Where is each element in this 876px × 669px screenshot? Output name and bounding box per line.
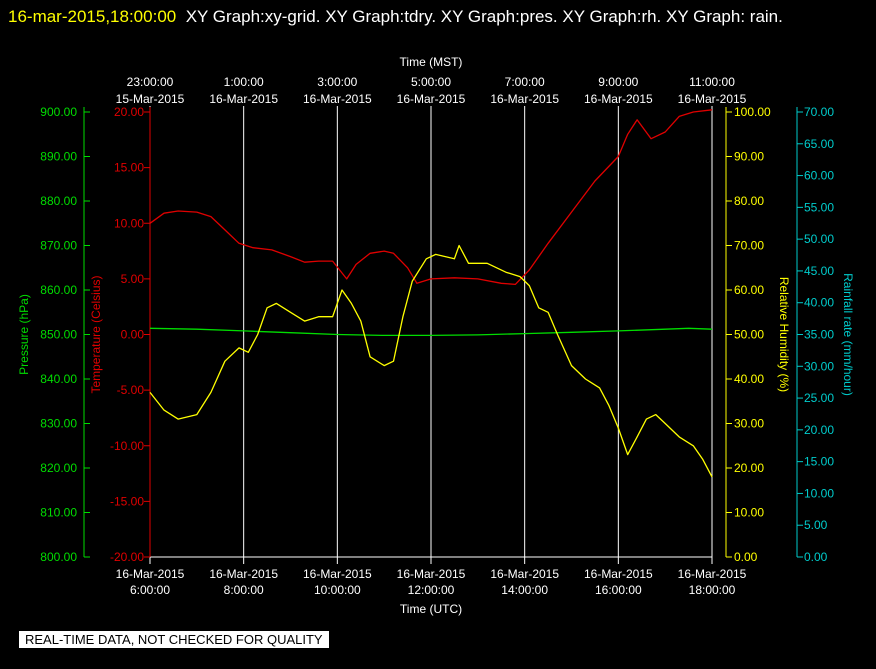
humidity-tick-label: 70.00 [734, 239, 764, 253]
temperature-tick-label: 10.00 [114, 216, 144, 230]
temperature-tick-label: 20.00 [114, 105, 144, 119]
x-bottom-tick-time: 10:00:00 [314, 583, 361, 597]
temperature-tick-label: 15.00 [114, 161, 144, 175]
pressure-tick-label: 800.00 [40, 550, 77, 564]
x-top-tick-date: 16-Mar-2015 [490, 92, 559, 106]
x-top-tick-date: 16-Mar-2015 [397, 92, 466, 106]
x-bottom-tick-time: 8:00:00 [224, 583, 264, 597]
x-top-tick-time: 7:00:00 [505, 75, 545, 89]
rain-tick-label: 60.00 [804, 169, 834, 183]
pressure-tick-label: 850.00 [40, 328, 77, 342]
rain-tick-label: 0.00 [804, 550, 828, 564]
pressure-tick-label: 870.00 [40, 239, 77, 253]
x-bottom-tick-date: 16-Mar-2015 [678, 567, 747, 581]
rain-tick-label: 20.00 [804, 423, 834, 437]
x-top-tick-date: 16-Mar-2015 [678, 92, 747, 106]
humidity-tick-label: 100.00 [734, 105, 771, 119]
rain-tick-label: 50.00 [804, 232, 834, 246]
temperature-tick-label: -20.00 [110, 550, 144, 564]
pressure-tick-label: 820.00 [40, 461, 77, 475]
x-bottom-tick-date: 16-Mar-2015 [116, 567, 185, 581]
pressure-axis-label: Pressure (hPa) [17, 294, 31, 375]
x-top-tick-date: 16-Mar-2015 [584, 92, 653, 106]
x-top-tick-time: 5:00:00 [411, 75, 451, 89]
rain-tick-label: 25.00 [804, 391, 834, 405]
temperature-tick-label: -10.00 [110, 439, 144, 453]
pressure-tick-label: 840.00 [40, 372, 77, 386]
series-line-temperature [149, 109, 713, 286]
chart-header: 16-mar-2015,18:00:00 XY Graph:xy-grid. X… [8, 3, 868, 31]
x-top-tick-time: 3:00:00 [317, 75, 357, 89]
rain-tick-label: 65.00 [804, 137, 834, 151]
header-graph-list: XY Graph:xy-grid. XY Graph:tdry. XY Grap… [185, 7, 783, 26]
x-bottom-tick-time: 12:00:00 [408, 583, 455, 597]
x-top-tick-time: 23:00:00 [127, 75, 174, 89]
x-top-tick-date: 15-Mar-2015 [116, 92, 185, 106]
pressure-tick-label: 900.00 [40, 105, 77, 119]
temperature-tick-label: 5.00 [121, 272, 145, 286]
rain-tick-label: 35.00 [804, 328, 834, 342]
x-bottom-tick-date: 16-Mar-2015 [490, 567, 559, 581]
x-bottom-tick-date: 16-Mar-2015 [209, 567, 278, 581]
pressure-tick-label: 830.00 [40, 417, 77, 431]
pressure-tick-label: 890.00 [40, 150, 77, 164]
x-bottom-axis-label: Time (UTC) [400, 602, 462, 616]
x-bottom-tick-date: 16-Mar-2015 [397, 567, 466, 581]
series-line-pressure [149, 327, 713, 337]
header-timestamp: 16-mar-2015,18:00:00 [8, 7, 177, 26]
rain-tick-label: 15.00 [804, 455, 834, 469]
rain-tick-label: 30.00 [804, 359, 834, 373]
temperature-axis-label: Temperature (Celsius) [89, 275, 103, 393]
pressure-tick-label: 880.00 [40, 194, 77, 208]
x-bottom-tick-time: 6:00:00 [130, 583, 170, 597]
x-top-tick-date: 16-Mar-2015 [303, 92, 372, 106]
rain-axis-label: Rainfall rate (mm/hour) [841, 273, 855, 396]
rain-tick-label: 40.00 [804, 296, 834, 310]
quality-notice: REAL-TIME DATA, NOT CHECKED FOR QUALITY [19, 631, 329, 648]
rain-tick-label: 10.00 [804, 486, 834, 500]
x-bottom-tick-date: 16-Mar-2015 [584, 567, 653, 581]
pressure-tick-label: 860.00 [40, 283, 77, 297]
rain-tick-label: 55.00 [804, 200, 834, 214]
series-line-humidity [149, 244, 713, 478]
rain-tick-label: 5.00 [804, 518, 828, 532]
humidity-tick-label: 0.00 [734, 550, 758, 564]
temperature-tick-label: 0.00 [121, 328, 145, 342]
humidity-tick-label: 90.00 [734, 150, 764, 164]
x-bottom-tick-time: 16:00:00 [595, 583, 642, 597]
humidity-tick-label: 80.00 [734, 194, 764, 208]
x-bottom-tick-time: 14:00:00 [501, 583, 548, 597]
x-bottom-tick-date: 16-Mar-2015 [303, 567, 372, 581]
humidity-tick-label: 10.00 [734, 506, 764, 520]
x-bottom-tick-time: 18:00:00 [689, 583, 736, 597]
temperature-tick-label: -15.00 [110, 494, 144, 508]
humidity-tick-label: 20.00 [734, 461, 764, 475]
rain-tick-label: 45.00 [804, 264, 834, 278]
x-top-tick-time: 9:00:00 [598, 75, 638, 89]
x-top-tick-date: 16-Mar-2015 [209, 92, 278, 106]
pressure-tick-label: 810.00 [40, 506, 77, 520]
x-top-tick-time: 1:00:00 [224, 75, 264, 89]
humidity-tick-label: 30.00 [734, 417, 764, 431]
humidity-tick-label: 60.00 [734, 283, 764, 297]
temperature-tick-label: -5.00 [117, 383, 145, 397]
x-top-axis-label: Time (MST) [400, 55, 463, 69]
humidity-tick-label: 40.00 [734, 372, 764, 386]
humidity-tick-label: 50.00 [734, 328, 764, 342]
rain-tick-label: 70.00 [804, 105, 834, 119]
x-top-tick-time: 11:00:00 [689, 75, 735, 89]
humidity-axis-label: Relative Humidity (%) [777, 277, 791, 392]
